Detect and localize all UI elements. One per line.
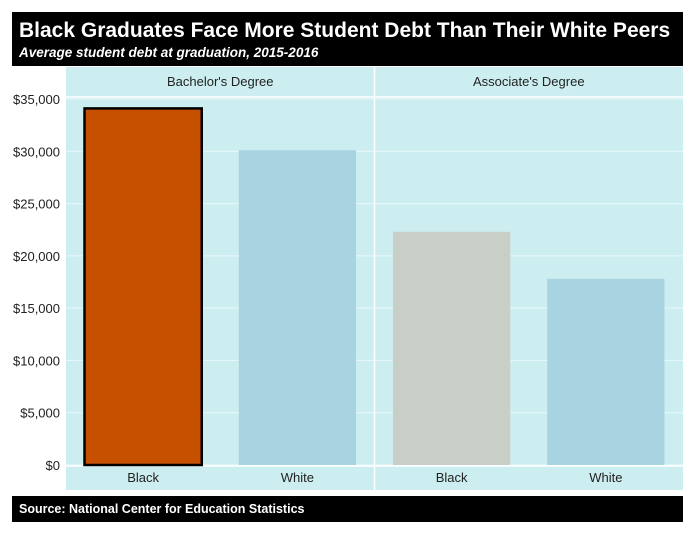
facet-label: Bachelor's Degree xyxy=(167,74,274,89)
chart-footer: Source: National Center for Education St… xyxy=(12,496,683,522)
x-tick-label: Black xyxy=(436,470,468,485)
y-axis: $0 $5,000 $10,000 $15,000 $20,000 $25,000 $30,… xyxy=(13,92,60,473)
facet-label: Associate's Degree xyxy=(473,74,585,89)
x-tick-label: Black xyxy=(127,470,159,485)
chart-title: Black Graduates Face More Student Debt T… xyxy=(19,19,671,42)
bar-associate-s-degreeblack xyxy=(393,231,511,465)
y-tick-label: $30,000 xyxy=(13,144,60,159)
chart-header: Black Graduates Face More Student Debt T… xyxy=(12,12,683,66)
y-tick-label: $35,000 xyxy=(13,92,60,107)
chart-subtitle: Average student debt at graduation, 2015… xyxy=(19,45,319,60)
source-note: Source: National Center for Education St… xyxy=(19,502,305,516)
panel: Associate's Degree Black White xyxy=(373,67,683,490)
y-tick-label: $25,000 xyxy=(13,197,60,212)
bar-associate-s-degreewhite xyxy=(547,278,665,465)
y-tick-label: $20,000 xyxy=(13,249,60,264)
y-tick-label: $5,000 xyxy=(20,406,60,421)
y-tick-label: $10,000 xyxy=(13,353,60,368)
y-tick-label: $15,000 xyxy=(13,301,60,316)
x-tick-label: White xyxy=(281,470,314,485)
bar-bachelor-s-degreewhite xyxy=(238,150,356,466)
x-tick-label: White xyxy=(589,470,622,485)
panel: Bachelor's Degree Black White xyxy=(66,67,375,490)
bar-bachelor-s-degreeblack xyxy=(83,107,203,467)
y-tick-label: $0 xyxy=(46,458,60,473)
